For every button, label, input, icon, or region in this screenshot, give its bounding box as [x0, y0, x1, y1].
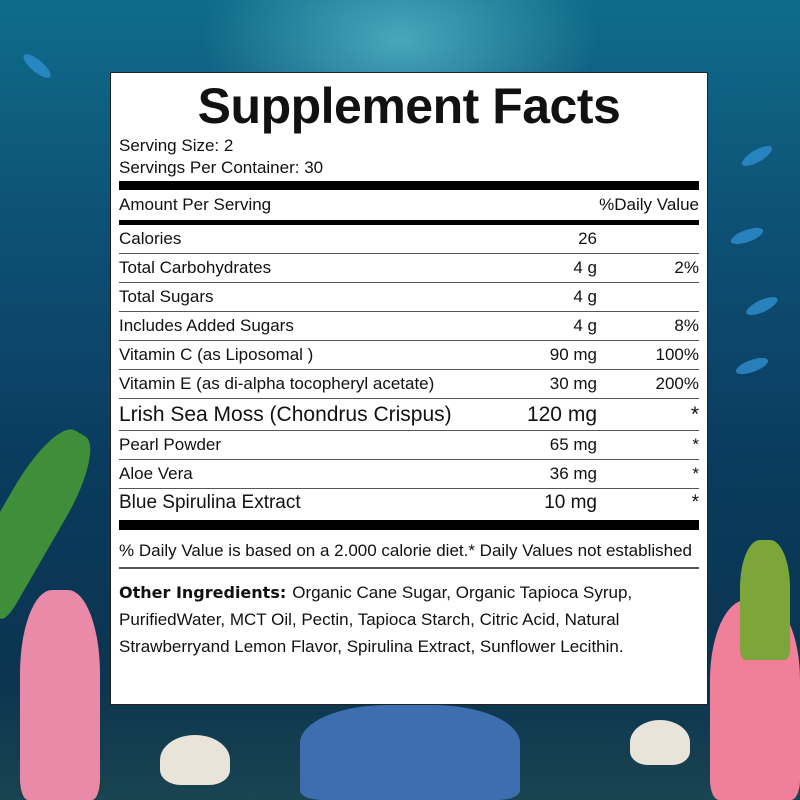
- seaweed-decoration: [740, 540, 790, 660]
- nutrient-daily-value: *: [690, 402, 699, 426]
- divider: [119, 220, 699, 225]
- fish-decoration: [20, 50, 54, 82]
- shell-decoration: [160, 735, 230, 785]
- nutrient-name: Vitamin C (as Liposomal ): [119, 345, 314, 364]
- nutrient-name: Aloe Vera: [119, 464, 193, 483]
- nutrient-amount: 4 g: [573, 287, 597, 306]
- nutrient-amount: 120 mg: [526, 402, 597, 426]
- nutrient-name: Blue Spirulina Extract: [119, 492, 301, 513]
- fish-decoration: [744, 293, 780, 319]
- nutrient-row: Pearl Powder 65 mg *: [119, 431, 699, 460]
- nutrient-row: Includes Added Sugars 4 g 8%: [119, 312, 699, 341]
- nutrient-row: Blue Spirulina Extract 10 mg *: [119, 489, 699, 517]
- dv-header: %Daily Value: [599, 195, 699, 214]
- servings-per-container: Servings Per Container: 30: [119, 158, 324, 177]
- nutrient-amount: 26: [578, 229, 597, 248]
- fish-decoration: [733, 354, 771, 378]
- fish-decoration: [728, 224, 766, 248]
- nutrient-amount: 4 g: [573, 258, 597, 277]
- nutrient-amount: 90 mg: [549, 345, 597, 364]
- amount-header: Amount Per Serving: [119, 195, 272, 214]
- nutrient-row: Vitamin C (as Liposomal ) 90 mg 100%: [119, 341, 699, 370]
- nutrient-daily-value: *: [692, 464, 699, 483]
- nutrient-daily-value: 8%: [674, 316, 699, 335]
- nutrient-row: Calories 26: [119, 225, 699, 254]
- nutrient-row: Total Carbohydrates 4 g 2%: [119, 254, 699, 283]
- nutrient-daily-value: *: [692, 435, 699, 454]
- coral-decoration: [20, 590, 100, 800]
- fish-decoration: [739, 142, 775, 170]
- nutrient-row: Total Sugars 4 g: [119, 283, 699, 312]
- nutrient-daily-value: 100%: [655, 345, 699, 364]
- nutrient-name: Total Carbohydrates: [119, 258, 272, 277]
- nutrient-name: Calories: [119, 229, 182, 248]
- other-ingredients-text: Organic Cane Sugar, Organic Tapioca Syru…: [119, 583, 633, 656]
- nutrient-row: Vitamin E (as di-alpha tocopheryl acetat…: [119, 370, 699, 399]
- nutrient-name: Pearl Powder: [119, 435, 222, 454]
- nutrient-amount: 30 mg: [549, 374, 597, 393]
- other-ingredients-label: Other Ingredients:: [119, 583, 287, 602]
- thick-divider: [119, 520, 699, 530]
- nutrient-row: Aloe Vera 36 mg *: [119, 460, 699, 489]
- nutrient-name: Total Sugars: [119, 287, 214, 306]
- nutrient-daily-value: *: [691, 492, 699, 513]
- footnote: % Daily Value is based on a 2.000 calori…: [119, 530, 699, 569]
- shell-decoration: [630, 720, 690, 765]
- other-ingredients: Other Ingredients: Organic Cane Sugar, Or…: [119, 569, 699, 660]
- nutrient-daily-value: 2%: [674, 258, 699, 277]
- nutrient-daily-value: 200%: [655, 374, 699, 393]
- nutrient-amount: 36 mg: [549, 464, 597, 483]
- nutrient-row: Lrish Sea Moss (Chondrus Crispus) 120 mg *: [119, 399, 699, 431]
- thick-divider: [119, 181, 699, 190]
- nutrient-amount: 4 g: [573, 316, 597, 335]
- serving-size: Serving Size: 2: [119, 136, 234, 155]
- column-header: Amount Per Serving %Daily Value: [119, 190, 699, 220]
- nutrient-amount: 10 mg: [544, 492, 597, 513]
- nutrient-name: Vitamin E (as di-alpha tocopheryl acetat…: [119, 374, 435, 393]
- supplement-facts-panel: Supplement Facts Serving Size: 2 Serving…: [110, 72, 708, 705]
- nutrient-name: Lrish Sea Moss (Chondrus Crispus): [119, 402, 452, 426]
- nutrient-name: Includes Added Sugars: [119, 316, 294, 335]
- nutrient-amount: 65 mg: [549, 435, 597, 454]
- nutrient-table: Calories 26 Total Carbohydrates 4 g 2% Total …: [119, 225, 699, 517]
- coral-decoration: [300, 705, 520, 800]
- panel-title: Supplement Facts: [197, 78, 621, 134]
